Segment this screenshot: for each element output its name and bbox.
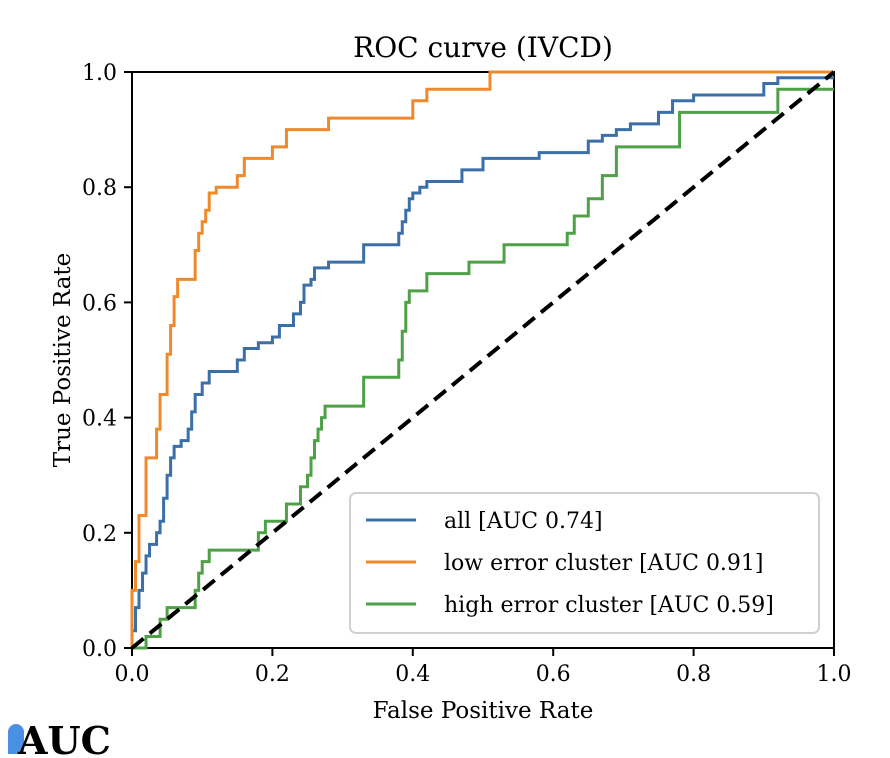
- legend-box: [349, 492, 820, 634]
- y-tick-label: 0.4: [82, 407, 117, 432]
- series-layer: [130, 70, 836, 650]
- x-axis-label: False Positive Rate: [373, 698, 594, 724]
- y-tick-label: 0.6: [82, 291, 117, 316]
- chart-title: ROC curve (IVCD): [353, 31, 613, 64]
- legend-label-all: all [AUC 0.74]: [444, 509, 603, 534]
- y-axis-label: True Positive Rate: [50, 253, 76, 468]
- roc-series-line-1: [130, 70, 834, 648]
- y-tick-label: 0.0: [82, 637, 117, 662]
- y-tick-label: 1.0: [82, 61, 117, 86]
- caption-marker-icon: [8, 724, 24, 754]
- y-axis-ticks: 0.0 0.2 0.4 0.6 0.8 1.0: [82, 61, 132, 662]
- legend: all [AUC 0.74] low error cluster [AUC 0.…: [349, 492, 820, 634]
- x-tick-label: 0.8: [676, 662, 711, 687]
- x-tick-label: 0.4: [395, 662, 430, 687]
- x-tick-label: 1.0: [817, 662, 852, 687]
- x-tick-label: 0.6: [536, 662, 571, 687]
- legend-label-high-error-cluster: high error cluster [AUC 0.59]: [444, 593, 774, 618]
- roc-series-line-2: [132, 87, 834, 650]
- x-tick-label: 0.0: [115, 662, 150, 687]
- legend-label-low-error-cluster: low error cluster [AUC 0.91]: [444, 551, 764, 576]
- x-axis-ticks: 0.0 0.2 0.4 0.6 0.8 1.0: [115, 648, 852, 687]
- roc-series-line-0: [130, 76, 834, 648]
- y-tick-label: 0.8: [82, 176, 117, 201]
- x-tick-label: 0.2: [255, 662, 290, 687]
- y-tick-label: 0.2: [82, 522, 117, 547]
- caption-fragment-text: AUC: [18, 718, 111, 758]
- caption-fragment: AUC: [0, 714, 890, 758]
- diagonal-reference-line: [130, 70, 836, 650]
